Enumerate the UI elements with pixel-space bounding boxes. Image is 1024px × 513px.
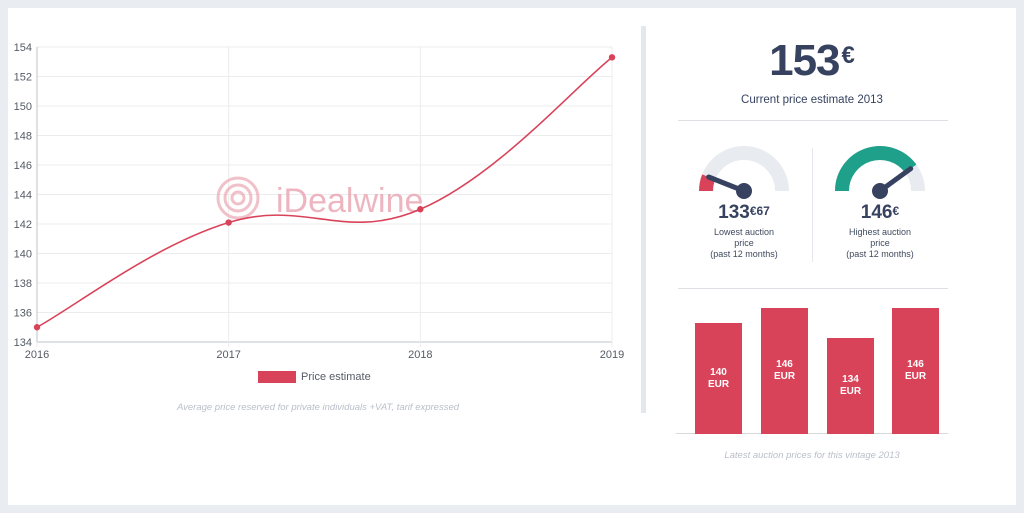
highest-price-value: 146€ (860, 202, 900, 223)
auction-price-bars: 140 EUR 146 EUR 134 EUR 146 EUR (676, 300, 948, 434)
y-tick-label: 136 (14, 308, 32, 320)
y-tick-label: 152 (14, 72, 32, 84)
legend-label: Price estimate (301, 371, 371, 383)
auction-bar-label: 134 EUR (839, 374, 862, 398)
x-tick-label: 2016 (25, 349, 49, 361)
panel-divider (641, 26, 646, 413)
auction-bar-label: 140 EUR (707, 366, 730, 390)
auction-bar-label: 146 EUR (773, 359, 796, 382)
separator (678, 288, 948, 289)
auction-bar-label: 146 EUR (904, 359, 927, 382)
gauge-hub (872, 183, 888, 199)
gauge-hub (736, 183, 752, 199)
auction-bar: 146 EUR (892, 308, 939, 434)
data-point (608, 54, 616, 61)
y-tick-label: 140 (14, 249, 32, 261)
data-point (225, 219, 232, 226)
data-points (33, 54, 616, 331)
auction-caption: Latest auction prices for this vintage 2… (724, 450, 900, 461)
y-tick-label: 154 (14, 42, 32, 54)
chart-grid (36, 46, 613, 347)
chart-caption: Average price reserved for private indiv… (176, 402, 460, 413)
gauge-divider (812, 148, 813, 262)
y-tick-label: 150 (14, 101, 32, 113)
current-price: 153€ (676, 36, 948, 86)
chart-legend[interactable]: Price estimate (258, 371, 371, 383)
data-point (417, 206, 424, 213)
y-tick-label: 134 (14, 337, 32, 349)
highest-price-label: Highest auction price (past 12 months) (846, 227, 914, 259)
current-price-label: Current price estimate 2013 (741, 94, 883, 106)
separator (678, 120, 948, 121)
auction-bar: 146 EUR (761, 308, 808, 434)
auction-bar: 134 EUR (827, 338, 874, 434)
highest-price-gauge (835, 146, 925, 199)
legend-swatch (258, 371, 296, 383)
watermark-logo: iDealwine (216, 176, 423, 220)
current-price-value: 153 (769, 36, 840, 85)
y-tick-label: 148 (14, 131, 32, 143)
y-tick-labels: 134 136 138 140 142 144 146 148 150 152 154 (14, 42, 32, 349)
data-point (33, 324, 41, 331)
lowest-price-gauge (699, 146, 789, 199)
x-tick-label: 2017 (216, 349, 240, 361)
x-tick-label: 2018 (408, 349, 432, 361)
bars-baseline (676, 433, 948, 434)
lowest-price-value: 133€67 (718, 202, 770, 223)
current-price-currency: € (841, 42, 855, 69)
y-tick-label: 146 (14, 160, 32, 172)
x-tick-label: 2019 (600, 349, 624, 361)
y-tick-label: 144 (14, 190, 32, 202)
y-tick-label: 138 (14, 278, 32, 290)
series-line-price-estimate (36, 56, 613, 328)
lowest-price-label: Lowest auction price (past 12 months) (710, 227, 778, 259)
auction-bar: 140 EUR (695, 323, 742, 434)
x-tick-labels: 2016 2017 2018 2019 (25, 349, 624, 361)
y-tick-label: 142 (14, 219, 32, 231)
watermark-text: iDealwine (276, 182, 423, 220)
price-line-chart: iDealwine 2016 2017 2018 2019 1341361381401… (14, 42, 625, 361)
